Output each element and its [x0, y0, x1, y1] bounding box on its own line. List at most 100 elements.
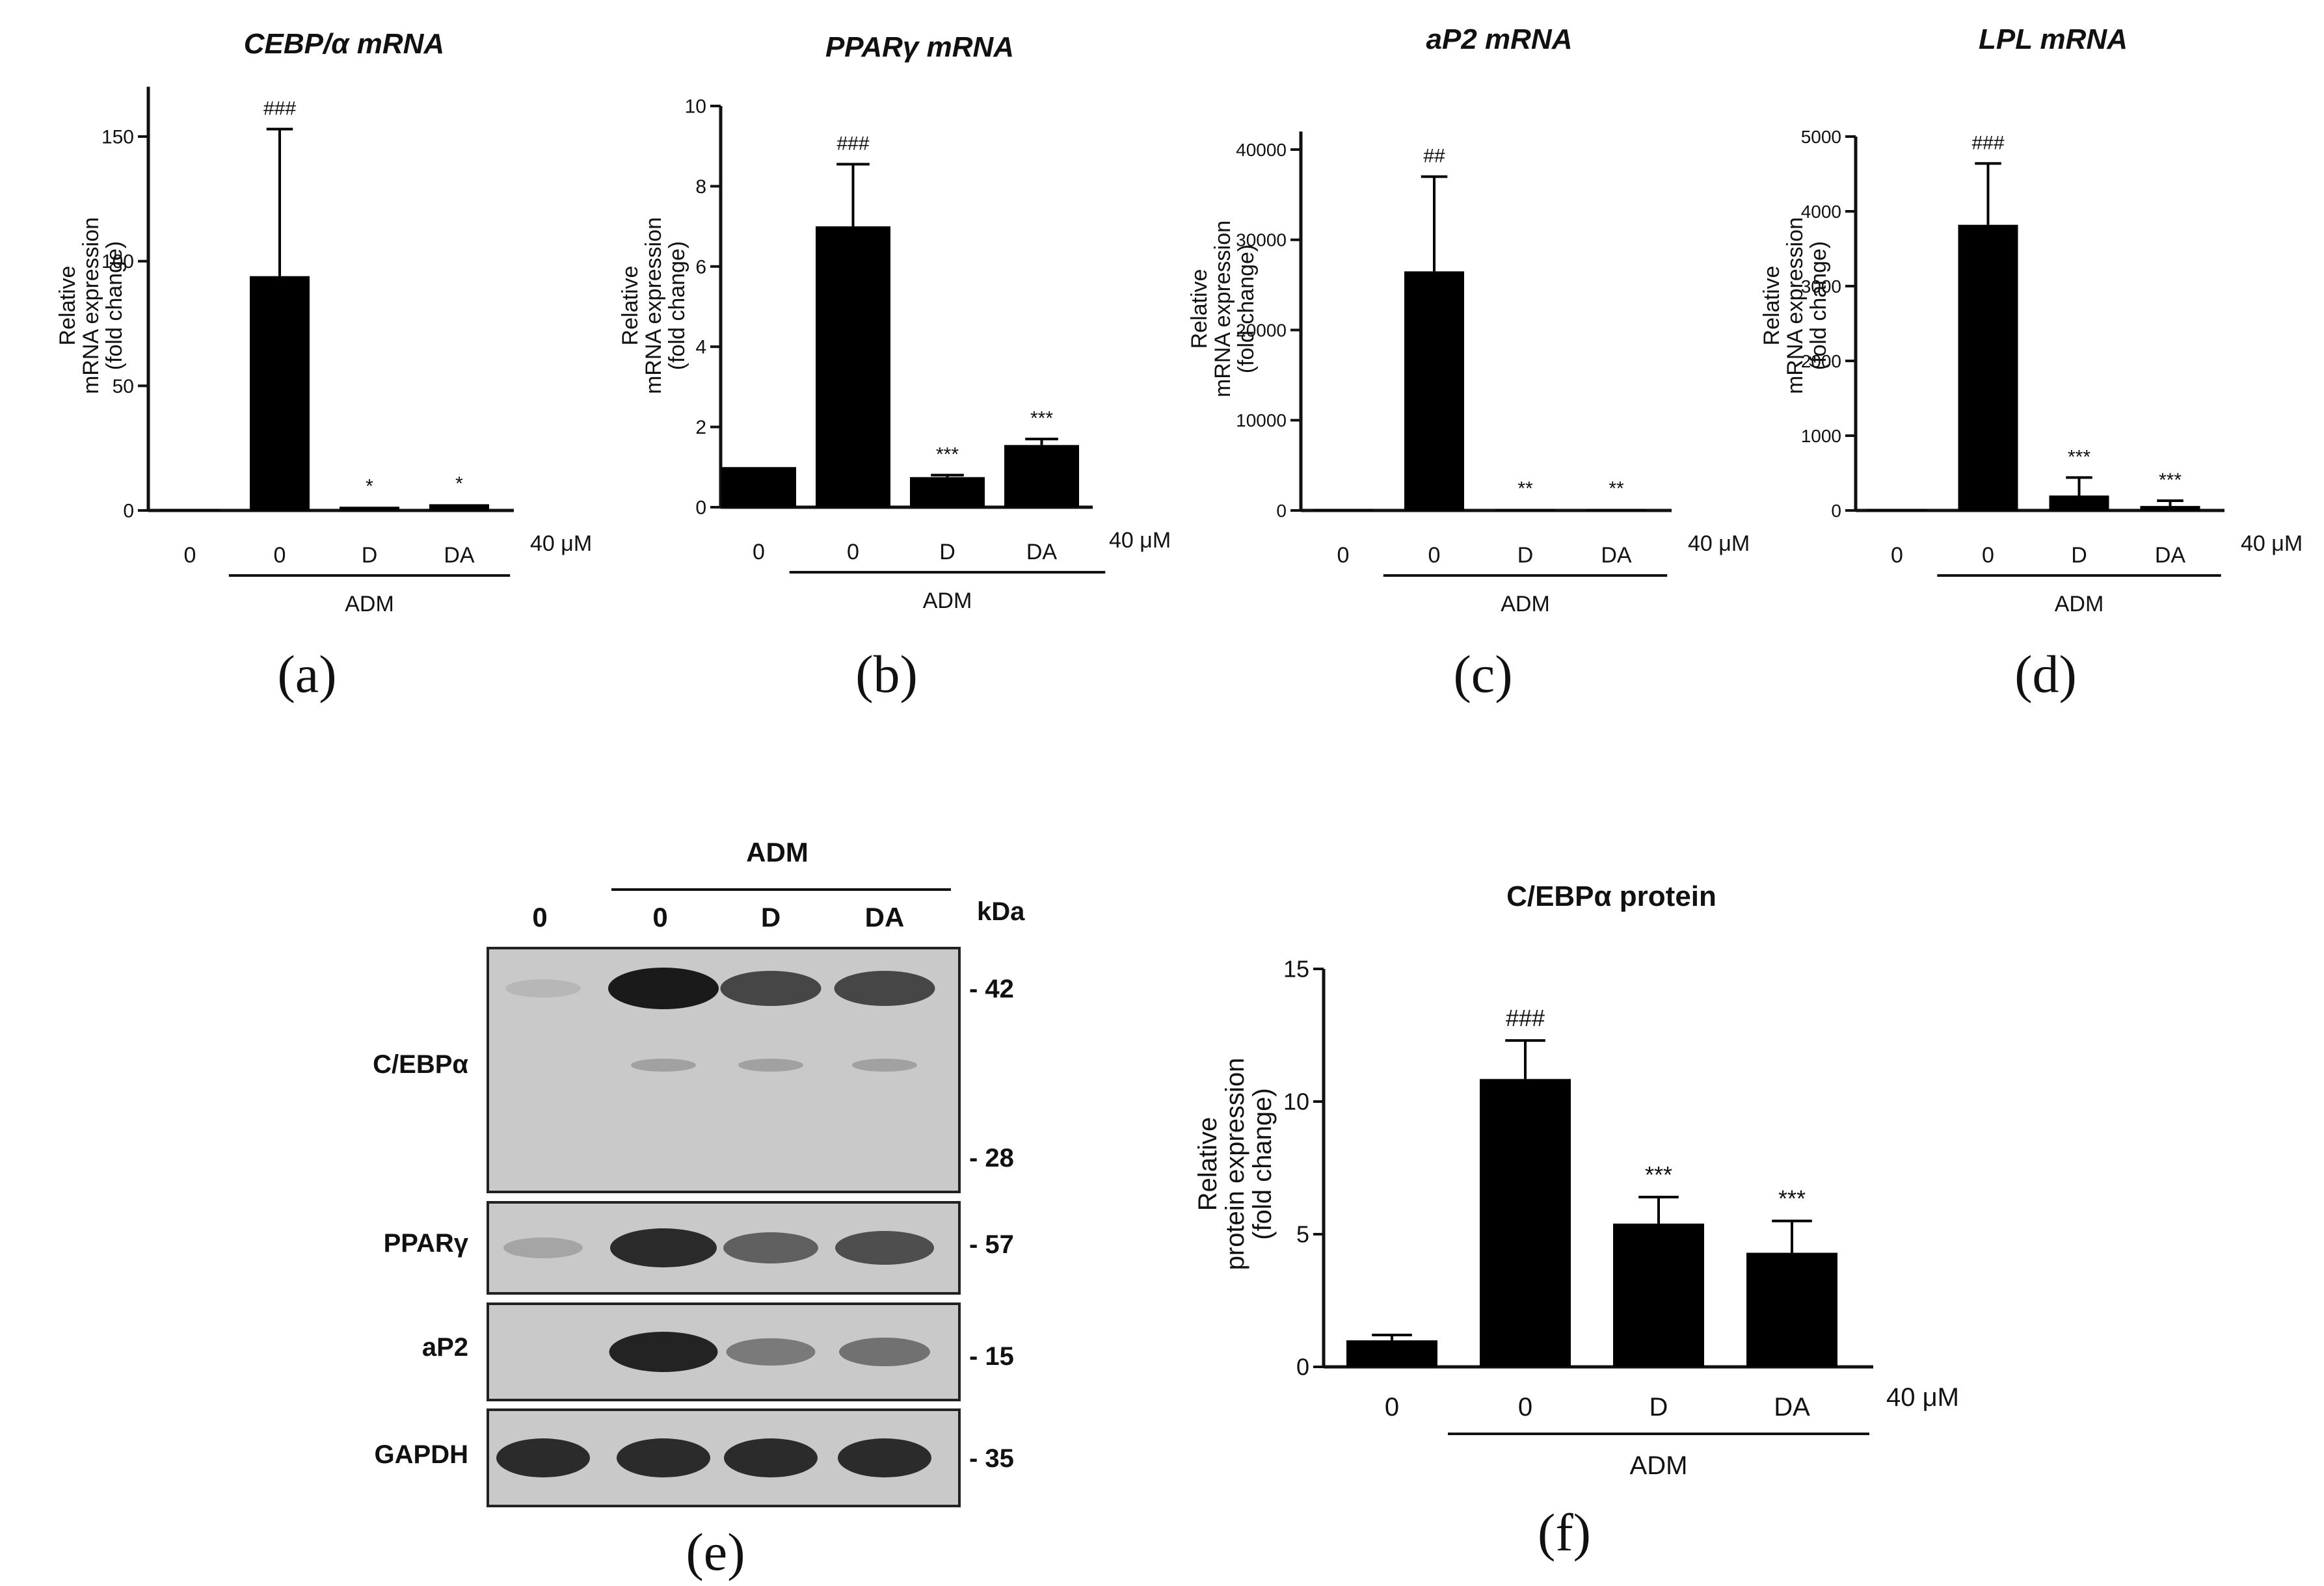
x-tick-label: 0: [1518, 1393, 1532, 1421]
panel-label-c: (c): [1453, 644, 1513, 704]
bar: [1004, 445, 1079, 507]
group-label: ADM: [2055, 592, 2104, 616]
y-tick-label: 20000: [1236, 320, 1287, 340]
y-axis-label: RelativemRNA expression(fold change): [1759, 217, 1831, 394]
significance-label: *: [366, 475, 373, 497]
y-axis-label: RelativemRNA expression(fold change): [618, 217, 689, 394]
y-axis-label-line: (fold change): [1248, 1088, 1277, 1239]
y-axis-label-line: Relative: [1759, 266, 1784, 346]
y-axis-label-line: protein expression: [1221, 1058, 1249, 1271]
y-axis-label-line: (fold change): [1234, 245, 1259, 373]
blot-band: [723, 1232, 818, 1263]
bar: [1313, 509, 1373, 510]
blot-band: [839, 1338, 930, 1366]
y-tick-label: 150: [101, 127, 134, 148]
chart-2: PPARγ mRNA 0 2 4 6 8 10 RelativemRNA expression…: [618, 31, 1171, 613]
y-tick-label: 0: [1296, 1354, 1309, 1381]
blot-band: [609, 1332, 718, 1372]
bar: [250, 276, 310, 510]
x-tick-label: 0: [1891, 543, 1903, 568]
panel-label-f: (f): [1538, 1503, 1591, 1562]
chart-title: C/EBPα protein: [1506, 880, 1716, 912]
blot-row-label: GAPDH: [375, 1440, 468, 1469]
bar: [1867, 509, 1927, 510]
y-axis-label-line: Relative: [1187, 269, 1212, 349]
blot-band-faint: [738, 1059, 803, 1072]
x-tick-label: 0: [847, 540, 859, 564]
bar: [429, 504, 489, 510]
blot-band: [835, 1231, 934, 1265]
y-axis-label-line: Relative: [1194, 1117, 1222, 1211]
bar: [1480, 1079, 1571, 1367]
y-axis-label: RelativemRNA expression(fold change): [1187, 220, 1259, 397]
blot-band: [608, 968, 719, 1009]
concentration-label: 40 μM: [1886, 1383, 1959, 1412]
blot-group-label: ADM: [746, 837, 808, 867]
blot-band: [724, 1438, 818, 1477]
y-tick-label: 30000: [1236, 230, 1287, 250]
significance-label: ***: [1030, 408, 1053, 429]
bar: [1404, 271, 1464, 510]
blot-lane-label: DA: [865, 902, 905, 932]
bar: [2140, 506, 2200, 510]
x-tick-label: 0: [184, 543, 196, 568]
concentration-label: 40 μM: [1109, 528, 1171, 553]
y-tick-label: 10: [685, 96, 706, 118]
significance-label: **: [1609, 478, 1624, 499]
x-tick-label: D: [2071, 543, 2087, 568]
blot-band: [838, 1438, 931, 1477]
y-axis-label-line: (fold change): [102, 241, 127, 370]
significance-label: ###: [263, 98, 296, 120]
x-tick-label: D: [1650, 1393, 1668, 1421]
chart-4: LPL mRNA 0 1000 2000 3000 4000 5000 RelativemRN…: [1759, 23, 2303, 616]
significance-label: ***: [2159, 469, 2182, 491]
x-tick-label: DA: [1774, 1393, 1810, 1421]
y-tick-label: 5: [1296, 1221, 1309, 1248]
concentration-label: 40 μM: [2241, 531, 2303, 556]
significance-label: ##: [1423, 146, 1445, 167]
group-label: ADM: [1501, 592, 1550, 616]
x-tick-label: D: [362, 543, 378, 568]
concentration-label: 40 μM: [1688, 531, 1750, 556]
blot-band: [726, 1338, 816, 1366]
chart-1: CEBP/α mRNA 0 50 100 150 RelativemRNA express…: [55, 28, 592, 616]
bar: [1586, 509, 1646, 510]
x-tick-label: 0: [1428, 543, 1441, 568]
y-axis-label-line: mRNA expression: [79, 217, 103, 394]
concentration-label: 40 μM: [530, 531, 592, 556]
blot-row-label: C/EBPα: [373, 1050, 468, 1079]
bar: [1746, 1252, 1837, 1367]
y-tick-label: 5000: [1801, 127, 1841, 147]
y-tick-label: 0: [123, 501, 134, 522]
x-tick-label: 0: [274, 543, 286, 568]
significance-label: ***: [1778, 1185, 1806, 1212]
bar: [721, 467, 796, 507]
bar: [1495, 509, 1555, 510]
chart-5: C/EBPα protein 0 5 10 15 Relativeprotein expr…: [1194, 880, 1959, 1480]
blot-lane-label: 0: [532, 902, 547, 932]
x-tick-label: D: [939, 540, 955, 564]
blot-band: [617, 1438, 710, 1477]
x-tick-label: 0: [1337, 543, 1350, 568]
significance-label: ***: [1645, 1161, 1672, 1188]
blot-marker-label: - 57: [969, 1230, 1014, 1259]
blot-band-faint: [631, 1059, 696, 1072]
bar: [2049, 496, 2109, 510]
panel-label-b: (b): [855, 644, 918, 704]
significance-label: ***: [2068, 446, 2090, 468]
bar: [1958, 224, 2018, 510]
bar: [1346, 1340, 1437, 1367]
bar: [910, 477, 985, 507]
chart-title: CEBP/α mRNA: [244, 28, 444, 60]
group-label: ADM: [1630, 1451, 1688, 1480]
chart-3: aP2 mRNA 0 10000 20000 30000 40000 RelativemRN…: [1187, 23, 1750, 616]
y-axis-label-line: (fold change): [665, 241, 689, 370]
significance-label: **: [1517, 478, 1533, 499]
blot-marker-label: - 15: [969, 1342, 1014, 1371]
x-tick-label: DA: [444, 543, 475, 568]
y-tick-label: 8: [695, 176, 706, 198]
x-tick-label: D: [1517, 543, 1534, 568]
